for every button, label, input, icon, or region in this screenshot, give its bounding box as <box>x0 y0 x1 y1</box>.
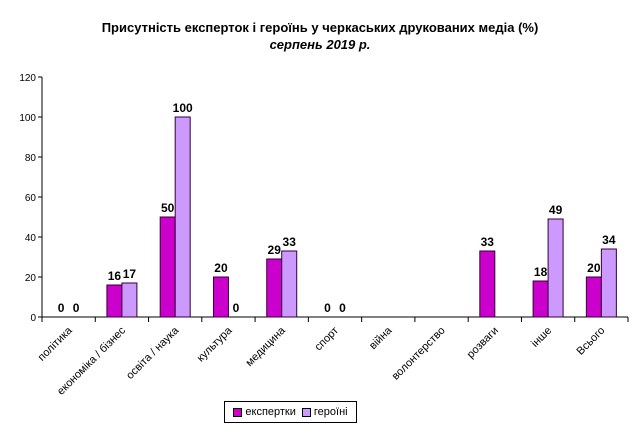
data-label: 0 <box>324 301 331 315</box>
chart-title: Присутність eксперток і героїнь у черкас… <box>101 20 539 35</box>
x-tick-label: культура <box>195 324 235 364</box>
data-label: 17 <box>123 267 137 281</box>
legend-item-experts: експертки <box>233 406 296 418</box>
data-label: 49 <box>549 203 563 217</box>
bar-experts <box>106 284 123 318</box>
x-tick-label: інше <box>529 325 554 350</box>
data-label: 33 <box>481 235 495 249</box>
x-tick-label: волонтерство <box>390 325 448 383</box>
data-label: 29 <box>268 243 282 257</box>
data-label: 0 <box>339 301 346 315</box>
bar-heroines <box>547 218 564 318</box>
data-label: 18 <box>534 265 548 279</box>
data-label: 34 <box>602 233 616 247</box>
data-label: 100 <box>173 101 193 115</box>
data-label: 0 <box>73 301 80 315</box>
bar-experts <box>266 258 283 318</box>
y-tick-label: 80 <box>25 153 37 164</box>
bar-heroines <box>121 282 138 318</box>
data-label: 50 <box>161 201 175 215</box>
y-tick-label: 60 <box>25 193 37 204</box>
bar-heroines <box>281 250 298 318</box>
bar-experts <box>159 216 176 318</box>
y-tick-label: 0 <box>30 313 36 324</box>
legend-item-heroines: героїні <box>301 406 348 418</box>
legend-label: героїні <box>313 406 348 418</box>
bar-experts <box>479 250 496 318</box>
y-tick-label: 120 <box>19 73 36 84</box>
bar-heroines <box>174 116 191 318</box>
y-tick-label: 40 <box>25 233 37 244</box>
bar-experts <box>212 276 229 318</box>
y-tick-label: 20 <box>25 273 37 284</box>
legend: експертки героїні <box>224 401 357 423</box>
data-label: 0 <box>58 301 65 315</box>
data-label: 20 <box>587 261 601 275</box>
x-tick-label: політика <box>36 324 76 364</box>
x-tick-label: освіта / наука <box>124 324 182 382</box>
legend-swatch <box>301 407 311 417</box>
bar-experts <box>585 276 602 318</box>
bar-experts <box>532 280 549 318</box>
x-tick-label: війна <box>367 324 395 352</box>
x-tick-label: розваги <box>465 325 501 361</box>
data-label: 20 <box>214 261 228 275</box>
bar-heroines <box>600 248 617 318</box>
data-label: 16 <box>108 269 122 283</box>
data-label: 0 <box>233 301 240 315</box>
legend-swatch <box>233 407 243 417</box>
y-tick-label: 100 <box>19 113 36 124</box>
x-tick-label: медицина <box>244 324 289 369</box>
chart-subtitle: серпень 2019 р. <box>269 37 371 52</box>
x-tick-label: Всього <box>575 325 608 358</box>
legend-label: експертки <box>245 406 296 418</box>
x-tick-label: спорт <box>312 325 341 354</box>
data-label: 33 <box>283 235 297 249</box>
